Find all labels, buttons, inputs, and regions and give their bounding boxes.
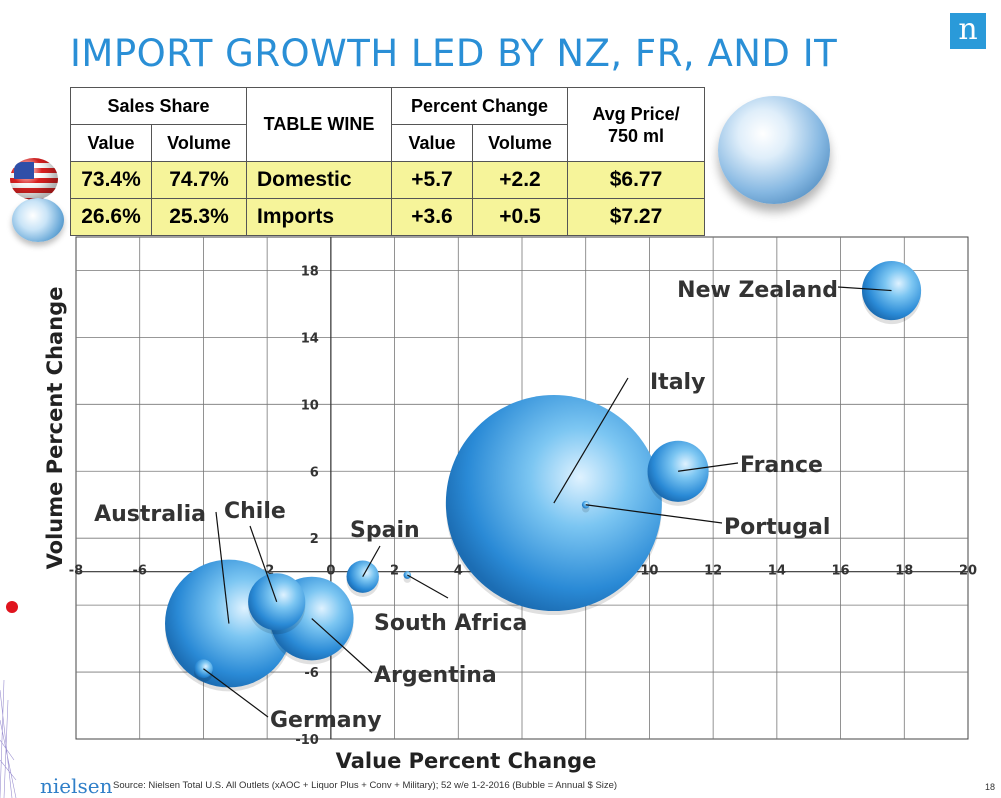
page-number: 18	[985, 782, 996, 792]
country-label: Australia	[94, 502, 206, 527]
pc-volume-cell: +2.2	[472, 161, 568, 199]
x-tick-label: 18	[895, 564, 913, 579]
share-volume-cell: 25.3%	[151, 198, 247, 236]
avg-price-header-line1: Avg Price/	[592, 103, 680, 124]
share-value-header: Value	[70, 124, 152, 162]
y-tick-label: -6	[304, 666, 318, 681]
page-title: IMPORT GROWTH LED BY NZ, FR, AND IT	[70, 32, 838, 75]
world-globe-icon	[718, 96, 830, 204]
leader-line	[837, 286, 892, 292]
country-label: Germany	[270, 708, 382, 733]
share-volume-cell: 74.7%	[151, 161, 247, 199]
x-tick-label: 14	[768, 564, 786, 579]
x-tick-label: -6	[132, 564, 146, 579]
nielsen-footer-logo: nielsen	[40, 774, 113, 798]
y-tick-label: 2	[310, 532, 319, 547]
country-labels: New Zealand Italy France Portugal Spain South…	[94, 278, 838, 733]
y-tick-label: 6	[310, 465, 319, 480]
us-flag-globe-icon	[10, 158, 58, 200]
source-note: Source: Nielsen Total U.S. All Outlets (…	[113, 780, 618, 791]
leader-line	[362, 545, 381, 577]
country-label: South Africa	[374, 611, 527, 636]
x-tick-label: 16	[832, 564, 850, 579]
leader-line	[585, 504, 723, 524]
avg-price-header-line2: 750 ml	[607, 125, 665, 146]
leader-line	[203, 668, 269, 718]
country-label: Portugal	[724, 515, 830, 540]
share-volume-header: Volume	[151, 124, 247, 162]
country-label: Spain	[350, 518, 420, 543]
x-tick-label: 10	[640, 564, 658, 579]
y-axis-label: Volume Percent Change	[43, 287, 67, 570]
country-label: Chile	[224, 499, 286, 524]
table-wine-header: TABLE WINE	[246, 87, 392, 162]
x-tick-label: 2	[390, 564, 399, 579]
leader-line	[407, 574, 449, 599]
nielsen-logo-icon: n	[950, 13, 986, 49]
leader-line	[215, 511, 230, 624]
y-tick-label: 18	[301, 264, 319, 279]
x-tick-label: 12	[704, 564, 722, 579]
x-tick-label: 20	[959, 564, 977, 579]
decorative-red-dot	[6, 601, 18, 613]
leader-line	[311, 618, 373, 674]
leader-lines	[203, 286, 892, 718]
country-label: Italy	[650, 370, 705, 395]
y-tick-label: -10	[295, 733, 319, 748]
x-axis-label: Value Percent Change	[336, 749, 597, 773]
avg-price-header: Avg Price/ 750 ml	[567, 87, 705, 162]
pc-volume-cell: +0.5	[472, 198, 568, 236]
decorative-mesh	[0, 679, 17, 798]
y-tick-label: 10	[301, 398, 319, 413]
share-value-cell: 26.6%	[70, 198, 152, 236]
share-value-cell: 73.4%	[70, 161, 152, 199]
table-wine-summary: Sales Share TABLE WINE Percent Change Av…	[70, 87, 705, 236]
x-tick-label: -8	[69, 564, 83, 579]
bubble	[403, 571, 412, 579]
small-world-globe-icon	[12, 198, 64, 242]
flag-canton	[14, 162, 34, 179]
leader-line	[678, 462, 739, 472]
leader-line	[553, 377, 629, 504]
percent-change-header: Percent Change	[391, 87, 568, 125]
segment-cell: Imports	[246, 198, 392, 236]
country-label: Argentina	[374, 663, 497, 688]
avg-price-cell: $6.77	[567, 161, 705, 199]
leader-line	[249, 525, 278, 602]
avg-price-cell: $7.27	[567, 198, 705, 236]
pc-volume-header: Volume	[472, 124, 568, 162]
table-row: 26.6% 25.3% Imports +3.6 +0.5 $7.27	[70, 198, 705, 236]
country-label: France	[740, 453, 823, 478]
x-tick-label: 4	[454, 564, 463, 579]
pc-value-cell: +5.7	[391, 161, 473, 199]
pc-value-cell: +3.6	[391, 198, 473, 236]
y-tick-label: 14	[301, 331, 319, 346]
bubble	[248, 573, 306, 631]
country-label: New Zealand	[677, 278, 838, 303]
x-tick-label: 0	[326, 564, 335, 579]
pc-value-header: Value	[391, 124, 473, 162]
